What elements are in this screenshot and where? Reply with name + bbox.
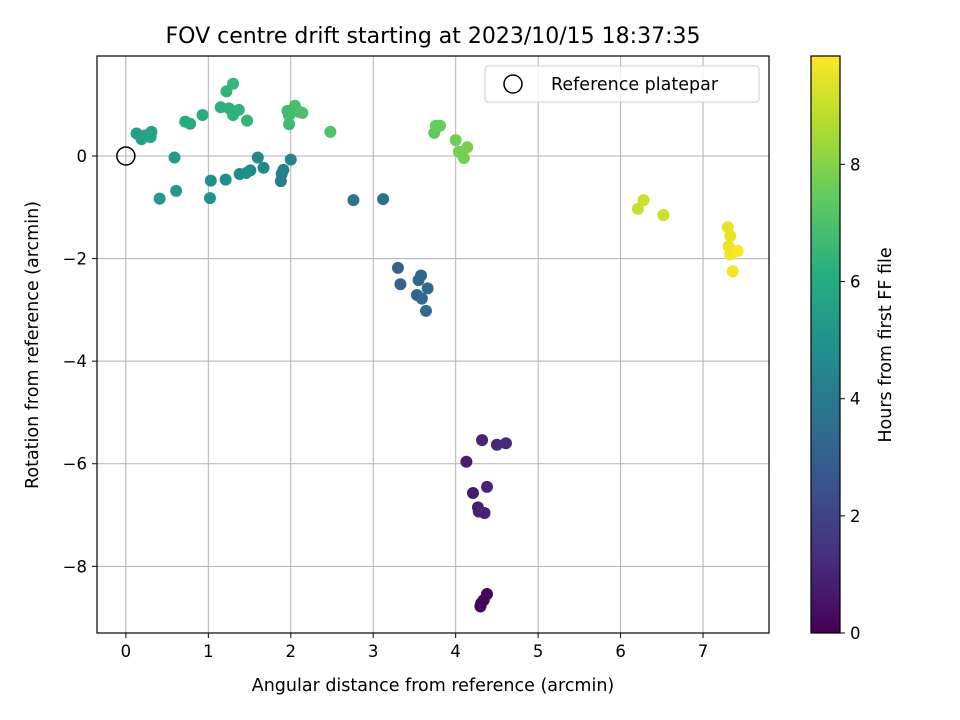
grid-lines: [97, 56, 769, 633]
data-point: [481, 480, 494, 493]
colorbar: 0 2 4 6 8 Hours from first FF file: [810, 55, 896, 643]
y-tick-label: −6: [63, 455, 87, 474]
data-point: [394, 278, 407, 291]
data-point: [419, 304, 432, 317]
colorbar-tick-label: 2: [850, 507, 861, 526]
data-point: [204, 174, 217, 187]
data-point: [145, 125, 158, 138]
data-point: [476, 434, 489, 447]
colorbar-tick-label: 0: [850, 624, 861, 643]
data-point: [203, 192, 216, 205]
x-tick-label: 7: [698, 642, 709, 661]
x-tick-label: 6: [615, 642, 626, 661]
reference-platepar-marker: [116, 146, 136, 166]
data-point: [153, 192, 166, 205]
data-point: [499, 437, 512, 450]
colorbar-tick-label: 6: [850, 273, 861, 292]
data-point: [415, 269, 428, 282]
x-tick-label: 4: [450, 642, 461, 661]
plot-area: 0 1 2 3 4 5 6 7 0 −2 −4 −6 −8: [63, 55, 770, 661]
y-axis-label: Rotation from reference (arcmin): [23, 201, 43, 489]
x-tick-label: 2: [286, 642, 297, 661]
data-point: [219, 173, 232, 186]
data-point: [241, 114, 254, 127]
data-point: [251, 151, 264, 164]
data-point: [724, 230, 737, 243]
data-point: [434, 119, 447, 132]
data-point: [324, 125, 337, 138]
y-tick-label: −8: [63, 557, 87, 576]
colorbar-tick-label: 4: [850, 390, 861, 409]
data-point: [478, 506, 491, 519]
data-point: [196, 108, 209, 121]
data-point: [377, 193, 390, 206]
x-tick-label: 5: [533, 642, 544, 661]
data-point: [283, 109, 296, 122]
data-point: [184, 117, 197, 130]
data-point: [347, 194, 360, 207]
plot-background: [97, 56, 769, 633]
data-point: [296, 106, 309, 119]
data-point: [466, 486, 479, 499]
legend-label-reference: Reference platepar: [551, 75, 719, 95]
data-point: [481, 588, 494, 601]
data-point: [460, 455, 473, 468]
colorbar-gradient: [810, 55, 841, 634]
x-tick-label: 1: [203, 642, 214, 661]
plot-frame: [96, 55, 770, 634]
x-tick-label: 3: [368, 642, 379, 661]
data-point: [457, 152, 470, 165]
y-tick-label: 0: [77, 147, 88, 166]
data-point: [168, 151, 181, 164]
data-point: [449, 134, 462, 147]
data-point: [283, 118, 296, 131]
data-point: [277, 163, 290, 176]
legend-box: [484, 65, 760, 103]
data-point: [284, 153, 297, 166]
colorbar-label: Hours from first FF file: [876, 247, 896, 442]
x-axis-ticks: 0 1 2 3 4 5 6 7: [121, 633, 709, 661]
data-point: [461, 141, 474, 154]
y-tick-label: −4: [63, 352, 87, 371]
data-point: [227, 77, 240, 90]
data-point: [415, 292, 428, 305]
x-tick-label: 0: [121, 642, 132, 661]
y-tick-label: −2: [63, 250, 87, 269]
data-point: [490, 438, 503, 451]
data-point: [637, 194, 650, 207]
chart-title: FOV centre drift starting at 2023/10/15 …: [166, 24, 701, 49]
data-point: [170, 184, 183, 197]
data-point: [257, 161, 270, 174]
y-axis-ticks: 0 −2 −4 −6 −8: [63, 147, 97, 576]
colorbar-tick-label: 8: [850, 155, 861, 174]
legend-marker-reference: [503, 74, 523, 94]
data-point: [391, 261, 404, 274]
data-point: [232, 103, 245, 116]
x-axis-label: Angular distance from reference (arcmin): [252, 676, 615, 696]
data-point: [726, 265, 739, 278]
data-points: [130, 77, 744, 613]
data-point: [421, 282, 434, 295]
legend: Reference platepar: [484, 65, 760, 103]
data-point: [240, 166, 253, 179]
colorbar-ticks: 0 2 4 6 8: [840, 155, 861, 643]
data-point: [631, 202, 644, 215]
data-point: [731, 244, 744, 257]
data-point: [657, 208, 670, 221]
